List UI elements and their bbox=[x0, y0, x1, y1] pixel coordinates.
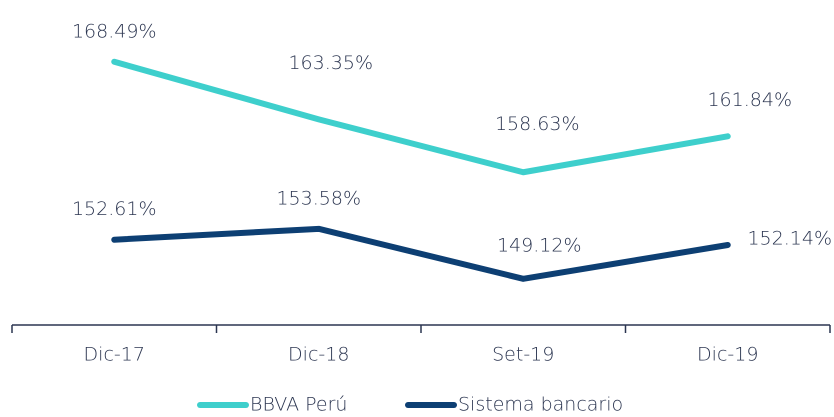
data-label: 153.58% bbox=[276, 187, 361, 209]
data-label: 152.14% bbox=[747, 227, 832, 249]
x-tick-label: Dic-18 bbox=[288, 344, 349, 366]
data-label: 149.12% bbox=[497, 234, 582, 256]
x-tick-label: Dic-19 bbox=[697, 344, 758, 366]
data-label: 163.35% bbox=[288, 52, 373, 74]
legend-label: BBVA Perú bbox=[250, 394, 347, 416]
data-label: 161.84% bbox=[707, 89, 792, 111]
legend-label: Sistema bancario bbox=[458, 394, 623, 416]
line bbox=[111, 225, 731, 282]
data-label: 168.49% bbox=[72, 20, 157, 42]
data-label: 152.61% bbox=[72, 198, 157, 220]
data-label: 158.63% bbox=[495, 113, 580, 135]
x-tick-label: Set-19 bbox=[492, 344, 554, 366]
line bbox=[111, 58, 731, 176]
x-tick-label: Dic-17 bbox=[84, 344, 145, 366]
